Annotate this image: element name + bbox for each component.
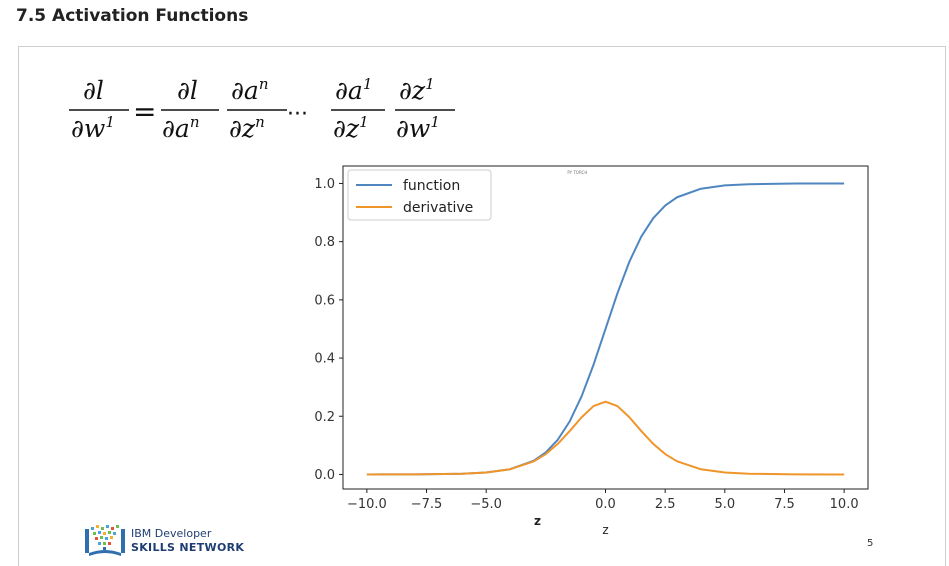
y-tick-label: 0.4 <box>314 352 335 367</box>
series-line-derivative <box>366 400 845 476</box>
x-tick-label: −10.0 <box>347 497 387 512</box>
ellipsis: ··· <box>287 102 308 127</box>
x-tick-label: 2.5 <box>655 497 676 512</box>
slide: ∂l ∂w1 = ∂l ∂an ∂an ∂zn ··· ∂a1 ∂z1 ∂z1 … <box>18 46 946 566</box>
chain-rule-formula: ∂l ∂w1 = ∂l ∂an ∂an ∂zn ··· ∂a1 ∂z1 ∂z1 … <box>69 73 469 143</box>
book-icon <box>85 525 125 556</box>
x-tick-label: 7.5 <box>774 497 795 512</box>
term4-denominator: ∂w1 <box>396 113 440 143</box>
chart-svg: −10.0 −7.5 −5.0 0.0 2.5 5.0 7.5 10.0 0.0 0.2 0.4 0.… <box>314 165 869 537</box>
logo-line2: SKILLS NETWORK <box>131 541 245 554</box>
x-tick-label: 0.0 <box>595 497 616 512</box>
lhs-denominator: ∂w1 <box>71 113 115 143</box>
term1-denominator: ∂an <box>162 113 200 143</box>
page-number: 5 <box>867 538 874 549</box>
y-tick-label: 0.0 <box>314 468 335 483</box>
x-tick-label: 10.0 <box>830 497 859 512</box>
term3-numerator: ∂a1 <box>335 75 372 105</box>
sigmoid-chart: −10.0 −7.5 −5.0 0.0 2.5 5.0 7.5 10.0 0.0 0.2 0.4 0.… <box>289 159 869 537</box>
y-tick-label: 0.2 <box>314 410 335 425</box>
term3-denominator: ∂z1 <box>333 113 369 143</box>
formula-svg: ∂l ∂w1 = ∂l ∂an ∂an ∂zn ··· ∂a1 ∂z1 ∂z1 … <box>69 75 455 143</box>
legend-label-derivative: derivative <box>403 200 473 216</box>
term2-denominator: ∂zn <box>229 113 265 143</box>
series-line-function <box>366 182 845 476</box>
equals-sign: = <box>133 95 156 128</box>
y-tick-label: 1.0 <box>314 177 335 192</box>
ibm-logo: IBM Developer SKILLS NETWORK <box>83 523 283 563</box>
section-heading: 7.5 Activation Functions <box>16 6 249 26</box>
x-axis-label: z <box>602 523 608 537</box>
extra-x-label: z <box>534 514 541 528</box>
logo-line1: IBM Developer <box>131 527 212 540</box>
x-tick-label: −5.0 <box>470 497 502 512</box>
chart-note: PY TORCH <box>567 170 587 175</box>
x-tick-label: 5.0 <box>714 497 735 512</box>
lhs-numerator: ∂l <box>83 76 104 105</box>
term4-numerator: ∂z1 <box>399 75 435 105</box>
term1-numerator: ∂l <box>177 76 198 105</box>
legend-label-function: function <box>403 178 460 194</box>
y-tick-label: 0.8 <box>314 235 335 250</box>
y-tick-label: 0.6 <box>314 293 335 308</box>
x-tick-label: −7.5 <box>411 497 443 512</box>
logo-text: IBM Developer SKILLS NETWORK <box>131 527 244 555</box>
term2-numerator: ∂an <box>231 75 269 105</box>
